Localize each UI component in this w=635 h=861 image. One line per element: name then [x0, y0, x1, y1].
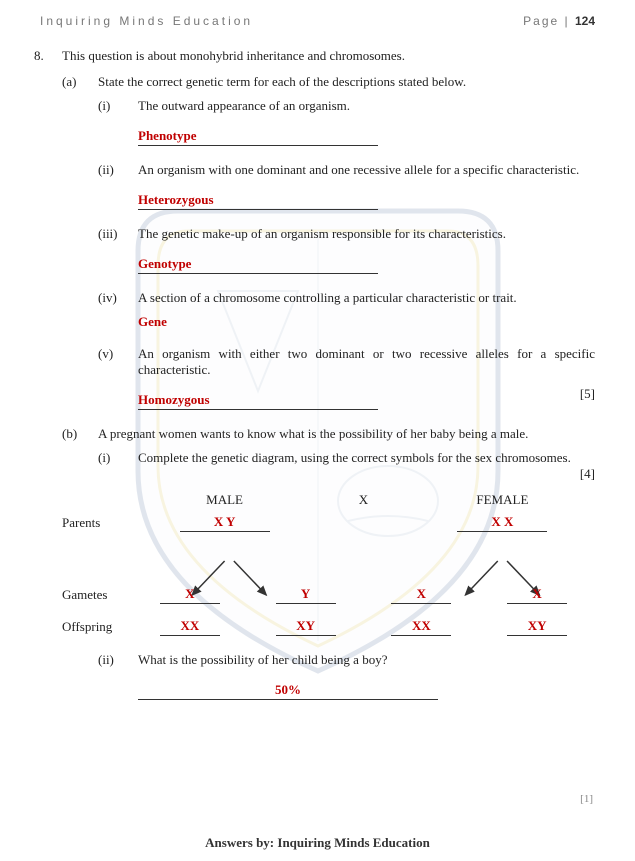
item-text: An organism with one dominant and one re… — [138, 162, 595, 178]
offspring-4: XY — [528, 618, 547, 633]
question-intro: This question is about monohybrid inheri… — [62, 48, 595, 64]
roman: (iv) — [98, 290, 138, 306]
offspring-label: Offspring — [62, 619, 132, 635]
part-a-items: (i) The outward appearance of an organis… — [34, 98, 595, 410]
roman: (i) — [98, 450, 138, 482]
part-b-stem: A pregnant women wants to know what is t… — [98, 426, 595, 442]
question-number: 8. — [34, 48, 62, 64]
question-block: 8. This question is about monohybrid inh… — [0, 28, 635, 700]
marks-b-i: [4] — [138, 466, 595, 482]
roman: (ii) — [98, 162, 138, 178]
page-indicator: Page | 124 — [523, 14, 595, 28]
parent-female: X X — [491, 514, 513, 529]
footer-answers: Answers by: Inquiring Minds Education — [0, 835, 635, 851]
diagram-headers: MALE X FEMALE — [62, 492, 595, 508]
gamete-1: X — [185, 586, 194, 601]
page-number: 124 — [575, 14, 595, 28]
male-header: MALE — [132, 492, 317, 508]
roman: (i) — [98, 98, 138, 114]
item-text: An organism with either two dominant or … — [138, 346, 595, 378]
b-i-row: (i) Complete the genetic diagram, using … — [34, 450, 595, 482]
answer: Heterozygous — [138, 192, 214, 207]
b-ii-text: What is the possibility of her child bei… — [138, 652, 595, 668]
page-label: Page | — [523, 14, 575, 28]
offspring-1: XX — [180, 618, 199, 633]
parents-label: Parents — [62, 515, 132, 531]
gamete-2: Y — [301, 586, 310, 601]
part-b-row: (b) A pregnant women wants to know what … — [34, 426, 595, 442]
offspring-3: XX — [412, 618, 431, 633]
page-header: Inquiring Minds Education Page | 124 — [0, 0, 635, 28]
item-iv: (iv) A section of a chromosome controlli… — [34, 290, 595, 330]
b-ii-answer-row: 50% — [34, 676, 595, 700]
part-b-letter: (b) — [62, 426, 98, 442]
gametes-label: Gametes — [62, 587, 132, 603]
part-a-letter: (a) — [62, 74, 98, 90]
answer: Homozygous — [138, 392, 210, 407]
parents-row: Parents X Y X X — [62, 514, 595, 532]
part-a-stem: State the correct genetic term for each … — [98, 74, 595, 90]
female-header: FEMALE — [410, 492, 595, 508]
roman: (iii) — [98, 226, 138, 242]
genetic-diagram: MALE X FEMALE Parents X Y X X — [62, 492, 595, 636]
item-text: A section of a chromosome controlling a … — [138, 290, 595, 306]
marks-a: [5] — [580, 386, 595, 402]
answer: Phenotype — [138, 128, 197, 143]
parent-male: X Y — [214, 514, 236, 529]
gametes-row: Gametes X Y X X — [62, 586, 595, 604]
item-text: The genetic make-up of an organism respo… — [138, 226, 595, 242]
offspring-2: XY — [296, 618, 315, 633]
b-ii-answer: 50% — [275, 682, 301, 697]
part-a-row: (a) State the correct genetic term for e… — [34, 74, 595, 90]
item-i: (i) The outward appearance of an organis… — [34, 98, 595, 146]
item-ii: (ii) An organism with one dominant and o… — [34, 162, 595, 210]
roman: (v) — [98, 346, 138, 378]
answer: Gene — [138, 314, 167, 329]
content: Inquiring Minds Education Page | 124 8. … — [0, 0, 635, 700]
roman: (ii) — [98, 652, 138, 668]
truncated-mark: [1] — [580, 793, 593, 805]
item-iii: (iii) The genetic make-up of an organism… — [34, 226, 595, 274]
answer: Genotype — [138, 256, 191, 271]
b-i-text: Complete the genetic diagram, using the … — [138, 450, 595, 482]
arrows-row — [62, 538, 595, 580]
item-v: (v) An organism with either two dominant… — [34, 346, 595, 410]
org-name: Inquiring Minds Education — [40, 14, 253, 28]
page: Inquiring Minds Education Page | 124 8. … — [0, 0, 635, 861]
gamete-4: X — [532, 586, 541, 601]
question-intro-row: 8. This question is about monohybrid inh… — [34, 48, 595, 64]
item-text: The outward appearance of an organism. — [138, 98, 595, 114]
offspring-row: Offspring XX XY XX XY — [62, 618, 595, 636]
gamete-3: X — [417, 586, 426, 601]
b-ii-row: (ii) What is the possibility of her chil… — [34, 652, 595, 668]
x-header: X — [317, 492, 410, 508]
